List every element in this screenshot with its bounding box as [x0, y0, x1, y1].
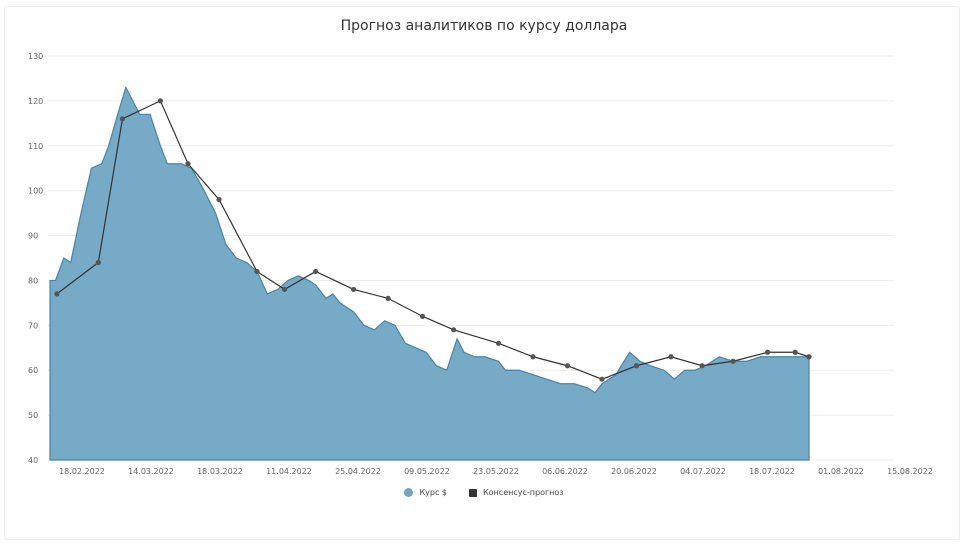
consensus-point[interactable]	[806, 354, 812, 360]
consensus-point[interactable]	[730, 358, 736, 364]
consensus-point[interactable]	[95, 259, 101, 266]
x-tick-label: 18.07.2022	[749, 467, 795, 476]
y-tick-label: 80	[28, 276, 38, 285]
x-tick-label: 18.02.2022	[59, 467, 105, 476]
y-tick-label: 120	[28, 97, 43, 106]
y-tick-label: 100	[28, 187, 43, 196]
legend-marker-area	[404, 488, 414, 497]
x-tick-label: 20.06.2022	[611, 467, 657, 476]
consensus-point[interactable]	[420, 313, 426, 319]
chart-title: Прогноз аналитиков по курсу доллара	[340, 18, 628, 34]
x-tick-label: 25.04.2022	[335, 467, 381, 476]
consensus-point[interactable]	[351, 286, 357, 293]
consensus-point[interactable]	[668, 354, 674, 360]
y-tick-label: 40	[28, 456, 38, 465]
consensus-point[interactable]	[495, 340, 502, 346]
y-tick-label: 60	[28, 366, 38, 375]
x-tick-label: 04.07.2022	[680, 467, 726, 476]
consensus-point[interactable]	[254, 268, 260, 275]
x-tick-label: 15.08.2022	[887, 467, 933, 476]
consensus-point[interactable]	[54, 291, 60, 297]
legend-marker-line	[468, 488, 477, 497]
consensus-point[interactable]	[530, 354, 536, 360]
legend-item-series-1[interactable]: Курс $	[404, 488, 447, 497]
consensus-point[interactable]	[792, 349, 798, 355]
x-tick-label: 06.06.2022	[542, 467, 588, 476]
y-tick-label: 90	[28, 232, 38, 241]
consensus-point[interactable]	[282, 286, 288, 293]
x-tick-label: 09.05.2022	[404, 467, 450, 476]
consensus-point[interactable]	[633, 363, 640, 369]
consensus-point[interactable]	[765, 349, 771, 355]
x-tick-label: 18.03.2022	[197, 467, 243, 476]
consensus-point[interactable]	[185, 161, 191, 167]
consensus-point[interactable]	[216, 197, 222, 203]
consensus-line	[56, 100, 810, 380]
x-tick-label: 14.03.2022	[128, 467, 174, 476]
y-tick-label: 50	[28, 411, 38, 420]
legend: Курс $ Консенсус-прогноз	[0, 488, 968, 497]
consensus-point[interactable]	[119, 116, 126, 122]
y-tick-label: 70	[28, 321, 38, 330]
consensus-point[interactable]	[157, 98, 163, 104]
consensus-point[interactable]	[699, 363, 705, 369]
legend-label-series-1: Курс $	[419, 488, 447, 497]
area-series-fill	[49, 85, 810, 461]
consensus-point[interactable]	[385, 295, 391, 301]
x-tick-label: 23.05.2022	[473, 467, 519, 476]
y-tick-label: 130	[28, 52, 43, 61]
legend-label-series-2: Консенсус-прогноз	[482, 488, 564, 497]
consensus-point[interactable]	[451, 327, 457, 333]
x-tick-label: 01.08.2022	[818, 467, 864, 476]
legend-item-series-2[interactable]: Консенсус-прогноз	[468, 488, 564, 497]
consensus-point[interactable]	[599, 376, 605, 382]
y-tick-label: 110	[28, 142, 43, 151]
x-tick-label: 11.04.2022	[266, 467, 312, 476]
consensus-point[interactable]	[313, 268, 319, 275]
consensus-point[interactable]	[564, 363, 571, 369]
